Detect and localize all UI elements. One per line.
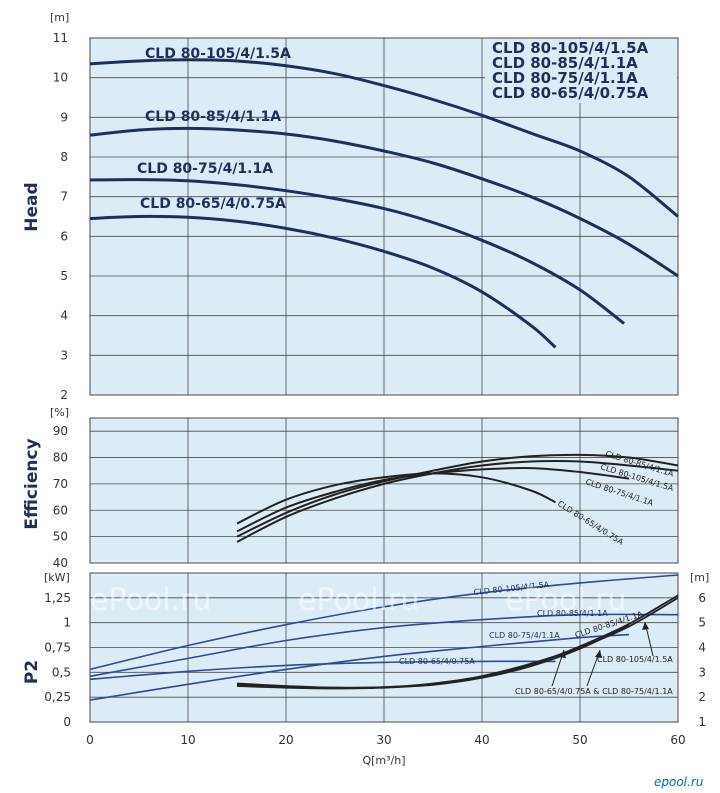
y-axis-title-p2: P2 [22, 660, 42, 684]
y-tick-label: 90 [53, 424, 68, 438]
y-tick-label: 6 [698, 591, 706, 605]
head-curve [89, 126, 679, 278]
npsh-curve-label: CLD 80-65/4/0.75A & CLD 80-75/4/1.1A [515, 687, 673, 696]
y-axis-title-efficiency: Efficiency [22, 438, 42, 529]
watermark-text: ePool.ru [90, 583, 211, 618]
y-tick-label: 0,75 [44, 641, 71, 655]
head-curve [89, 178, 626, 325]
y-tick-label: 0,5 [52, 665, 71, 679]
y-tick-label: 5 [698, 616, 706, 630]
head-curve [89, 214, 557, 349]
watermark-text: ePool.ru [298, 583, 419, 618]
y-axis-title-head: Head [22, 182, 42, 231]
y-tick-label: 80 [53, 451, 68, 465]
y-tick-label: 1,25 [44, 591, 71, 605]
efficiency-curve [236, 472, 556, 525]
power-curve [89, 633, 630, 701]
x-tick-label: 0 [86, 733, 94, 747]
npsh-curve [236, 624, 630, 689]
efficiency-curve [236, 459, 679, 543]
power-curve-label: CLD 80-75/4/1.1A [489, 631, 560, 640]
legend-entry: CLD 80-75/4/1.1A [492, 69, 638, 87]
y-tick-label: 0,25 [44, 690, 71, 704]
head-curve-label: CLD 80-75/4/1.1A [137, 161, 273, 177]
y-tick-label: 0 [63, 715, 71, 729]
y-tick-label: 2 [60, 388, 68, 402]
head-curve [89, 58, 679, 218]
legend-entry: CLD 80-105/4/1.5A [492, 39, 649, 57]
power-curve-label: CLD 80-65/4/0.75A [399, 657, 475, 666]
legend-entry: CLD 80-65/4/0.75A [492, 84, 649, 102]
y-tick-label: 7 [60, 190, 68, 204]
y-tick-label: 1 [63, 616, 71, 630]
efficiency-curve [236, 453, 679, 538]
x-tick-label: 60 [670, 733, 685, 747]
y-unit-head: [m] [50, 11, 69, 24]
y-tick-label: 70 [53, 477, 68, 491]
head-curve-label: CLD 80-65/4/0.75A [140, 196, 286, 212]
npsh-curve-label: CLD 80-105/4/1.5A [597, 655, 673, 664]
y-tick-label: 4 [698, 641, 706, 655]
power-curve [89, 660, 556, 681]
y-tick-label: 50 [53, 530, 68, 544]
power-curve [89, 613, 679, 678]
power-curve-label: CLD 80-85/4/1.1A [537, 609, 608, 618]
legend-background [485, 39, 677, 103]
x-tick-label: 30 [376, 733, 391, 747]
y-unit-p2: [kW] [44, 571, 70, 584]
p2-panel: 0 0,25 0,5 0,75 1 1,25 1 2 3 4 5 6 [kW] [m] P2 0 10 20 30 4… [22, 571, 709, 767]
y-tick-label: 9 [60, 110, 68, 124]
arrow-head [642, 622, 649, 630]
arrow-head [559, 650, 566, 658]
overlay-layer: ePool.ru ePool.ru ePool.ru epool.ru [90, 583, 704, 789]
y-tick-label: 1 [698, 715, 706, 729]
y2-unit-npsh: [m] [690, 571, 709, 584]
y-tick-label: 4 [60, 309, 68, 323]
x-tick-label: 10 [180, 733, 195, 747]
y-tick-label: 3 [698, 665, 706, 679]
y-tick-label: 60 [53, 503, 68, 517]
x-tick-label: 50 [572, 733, 587, 747]
y-tick-label: 2 [698, 690, 706, 704]
head-curve-label: CLD 80-85/4/1.1A [145, 109, 281, 125]
y-tick-label: 3 [60, 348, 68, 362]
y-tick-label: 10 [53, 71, 68, 85]
power-curve [89, 574, 679, 671]
brand-logo: epool.ru [654, 775, 704, 789]
y-unit-efficiency: [%] [50, 406, 69, 419]
y-tick-label: 8 [60, 150, 68, 164]
x-axis-title: Q[m³/h] [362, 754, 405, 767]
y-tick-label: 5 [60, 269, 68, 283]
legend-entry: CLD 80-85/4/1.1A [492, 54, 638, 72]
arrow-head [595, 650, 602, 658]
watermark-text: ePool.ru [505, 583, 626, 618]
x-tick-label: 20 [278, 733, 293, 747]
y-tick-label: 6 [60, 229, 68, 243]
y-tick-label: 11 [53, 31, 68, 45]
x-tick-label: 40 [474, 733, 489, 747]
y-tick-label: 40 [53, 556, 68, 570]
head-curve-label: CLD 80-105/4/1.5A [145, 46, 291, 62]
